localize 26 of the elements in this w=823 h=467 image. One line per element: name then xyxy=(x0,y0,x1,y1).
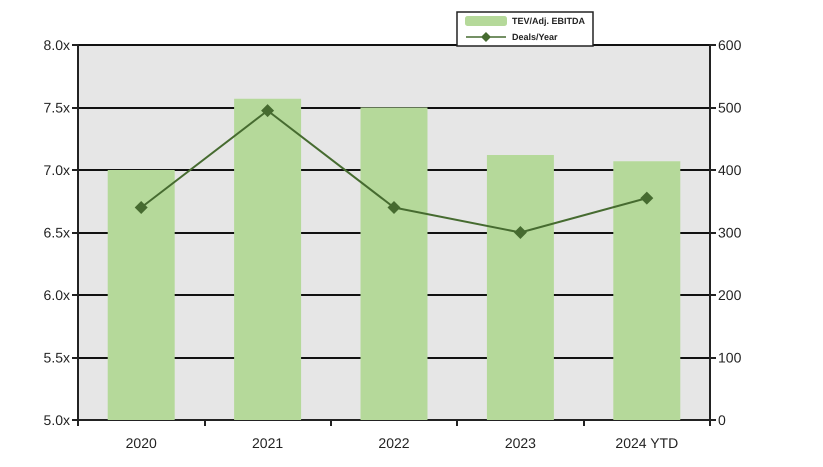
point xyxy=(514,226,527,239)
legend-label: TEV/Adj. EBITDA xyxy=(512,16,586,26)
y-tick-label: 7.0x xyxy=(44,162,70,178)
point xyxy=(640,192,654,205)
y-tick-label: 5.0x xyxy=(44,412,70,428)
y-tick-label: 5.5x xyxy=(44,350,70,366)
y2-tick-label: 500 xyxy=(718,100,742,116)
point xyxy=(261,104,274,118)
y2-tick-label: 600 xyxy=(718,37,742,53)
y-tick-label: 8.0x xyxy=(44,37,70,53)
y-tick-label: 6.0x xyxy=(44,287,70,303)
y2-tick-label: 400 xyxy=(718,162,742,178)
x-tick-label: 2021 xyxy=(252,435,284,451)
y2-tick-label: 200 xyxy=(718,287,742,303)
point xyxy=(388,201,400,214)
x-tick-label: 2023 xyxy=(504,435,536,451)
x-tick-label: 2022 xyxy=(378,435,410,451)
x-tick-label: 2020 xyxy=(126,435,157,451)
point xyxy=(134,201,148,214)
legend-label: Deals/Year xyxy=(512,32,558,42)
y-tick-label: 7.5x xyxy=(44,100,70,116)
y-tick-label: 6.5x xyxy=(44,224,70,240)
y2-tick-label: 100 xyxy=(718,350,742,366)
y2-tick-label: 0 xyxy=(718,412,726,428)
y2-tick-label: 300 xyxy=(718,224,742,240)
x-tick-label: 2024 YTD xyxy=(615,435,678,451)
